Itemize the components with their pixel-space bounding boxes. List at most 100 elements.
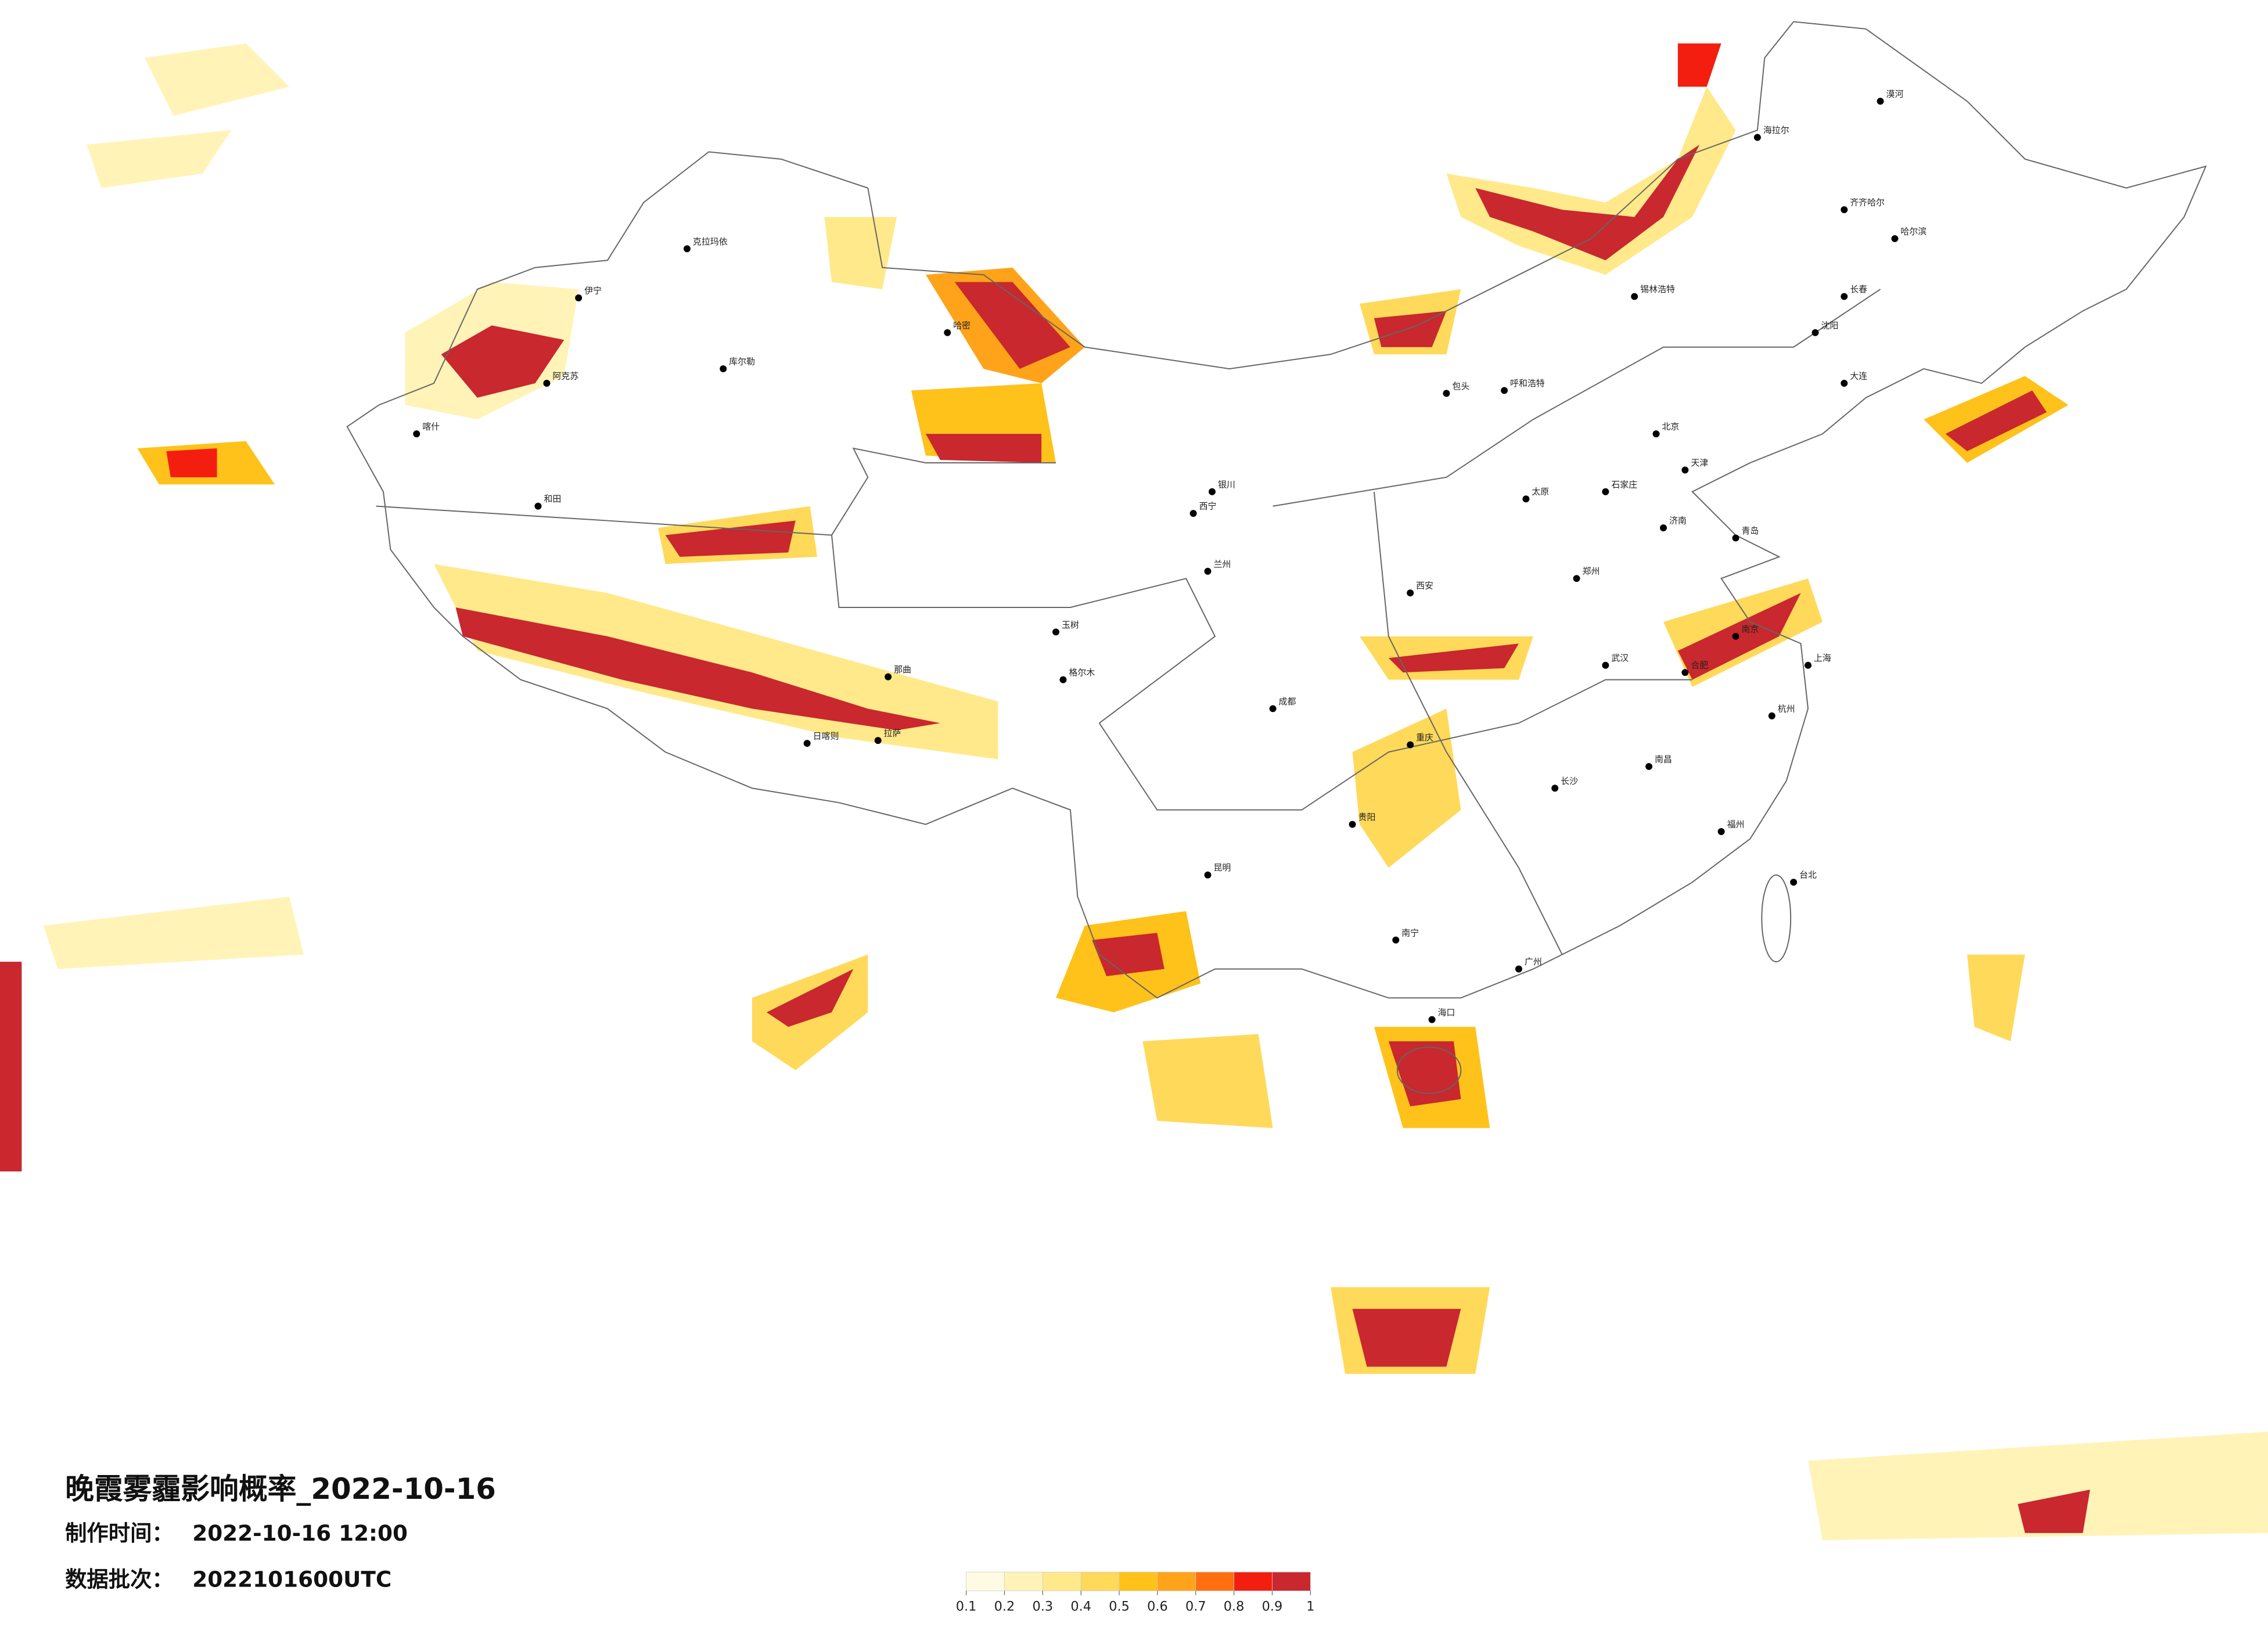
city-label: 台北: [1799, 870, 1817, 880]
city-dot: [1189, 510, 1197, 517]
city-label: 郑州: [1583, 566, 1600, 577]
city-label: 哈密: [953, 320, 971, 330]
city-dot: [1631, 293, 1638, 300]
city-label: 齐齐哈尔: [1850, 197, 1885, 208]
city-dot: [1209, 488, 1216, 495]
city-label: 贵阳: [1358, 812, 1376, 822]
city-dot: [413, 430, 420, 438]
city-label: 武汉: [1611, 653, 1629, 663]
city-dot: [1717, 828, 1725, 835]
city-label: 兰州: [1213, 559, 1231, 569]
city-dot: [575, 294, 583, 302]
city-label: 西安: [1416, 581, 1433, 591]
city-label: 沈阳: [1821, 320, 1838, 330]
city-label: 银川: [1218, 479, 1235, 490]
legend-tick-label: 0.4: [1070, 1599, 1091, 1614]
city-label: 阿克苏: [552, 370, 578, 381]
city-label: 长沙: [1561, 776, 1578, 786]
city-dot: [1681, 669, 1689, 677]
city-label: 北京: [1662, 422, 1680, 432]
city-label: 那曲: [894, 664, 911, 675]
city-dot: [1602, 661, 1609, 669]
made-value: 2022-10-16 12:00: [192, 1520, 408, 1546]
city-dot: [1515, 965, 1522, 973]
city-label: 太原: [1532, 487, 1549, 497]
city-dot: [543, 379, 551, 387]
city-label: 日喀则: [813, 731, 839, 742]
city-label: 海口: [1437, 1007, 1455, 1017]
city-label: 包头: [1452, 381, 1469, 391]
legend-swatch: [966, 1571, 1005, 1591]
city-dot: [1269, 705, 1277, 713]
city-dot: [1805, 661, 1812, 669]
legend-swatch: [1042, 1571, 1081, 1591]
city-label: 伊宁: [584, 286, 602, 296]
city-dot: [885, 673, 892, 681]
legend-tick-label: 0.6: [1147, 1599, 1168, 1614]
title: 晚霞雾霾影响概率_2022-10-16: [65, 1472, 496, 1506]
city-label: 青岛: [1741, 526, 1759, 536]
city-dot: [720, 365, 727, 373]
city-dot: [803, 740, 811, 747]
city-label: 上海: [1814, 653, 1831, 663]
city-dot: [1790, 879, 1798, 886]
legend-tick-label: 0.3: [1033, 1599, 1054, 1614]
city-dot: [1732, 534, 1739, 542]
city-label: 西宁: [1199, 501, 1217, 512]
city-dot: [1573, 575, 1580, 582]
made-label: 制作时间：: [65, 1520, 174, 1546]
legend-swatch: [1004, 1571, 1043, 1591]
city-label: 广州: [1525, 956, 1542, 967]
city-dot: [1522, 495, 1530, 503]
batch-value: 2022101600UTC: [192, 1567, 391, 1592]
city-label: 锡林浩特: [1640, 284, 1675, 294]
city-dot: [1407, 741, 1414, 749]
city-label: 和田: [544, 494, 561, 504]
city-dot: [1652, 430, 1660, 438]
city-label: 喀什: [422, 422, 440, 432]
legend-swatch: [1119, 1571, 1158, 1591]
city-dot: [1392, 936, 1400, 944]
city-label: 南昌: [1655, 754, 1672, 764]
city-label: 南京: [1741, 624, 1759, 634]
city-label: 呼和浩特: [1510, 378, 1545, 388]
city-dot: [1407, 589, 1414, 597]
city-dot: [874, 737, 882, 744]
city-dot: [1428, 1016, 1436, 1023]
legend: 0.1 0.2 0.3 0.4 0.5 0.6 0.7 0.8 0.9 1: [956, 1571, 1314, 1614]
borders: [346, 21, 2207, 1094]
city-dot: [1660, 524, 1667, 531]
city-label: 石家庄: [1611, 479, 1637, 490]
city-label: 成都: [1279, 696, 1296, 707]
city-label: 格尔木: [1069, 667, 1095, 678]
city-dot: [1059, 676, 1067, 684]
legend-tick-label: 0.8: [1224, 1599, 1245, 1614]
city-dot: [1052, 628, 1059, 636]
city-dot: [1841, 206, 1848, 214]
legend-swatch: [1195, 1571, 1234, 1591]
city-label: 济南: [1669, 516, 1687, 526]
city-label: 克拉玛依: [693, 236, 728, 247]
city-label: 拉萨: [884, 728, 901, 739]
city-dot: [1204, 871, 1212, 879]
city-label: 天津: [1691, 458, 1708, 468]
city-label: 玉树: [1062, 620, 1079, 630]
city-dot: [1645, 762, 1653, 770]
city-dot: [1204, 567, 1212, 575]
city-dot: [1768, 712, 1775, 720]
city-dot: [1877, 98, 1884, 105]
city-dot: [534, 502, 542, 510]
city-dot: [1349, 821, 1356, 828]
city-dot: [1891, 235, 1899, 242]
city-dot: [1602, 488, 1609, 495]
legend-tick-label: 0.2: [994, 1599, 1015, 1614]
city-label: 大连: [1850, 370, 1867, 381]
city-dot: [1732, 632, 1739, 640]
legend-swatch: [1080, 1571, 1120, 1591]
legend-tick-label: 1: [1306, 1599, 1314, 1614]
city-dot: [944, 329, 951, 336]
batch-label: 数据批次：: [65, 1567, 174, 1592]
legend-tick-label: 0.7: [1185, 1599, 1206, 1614]
city-dot: [1501, 387, 1508, 394]
